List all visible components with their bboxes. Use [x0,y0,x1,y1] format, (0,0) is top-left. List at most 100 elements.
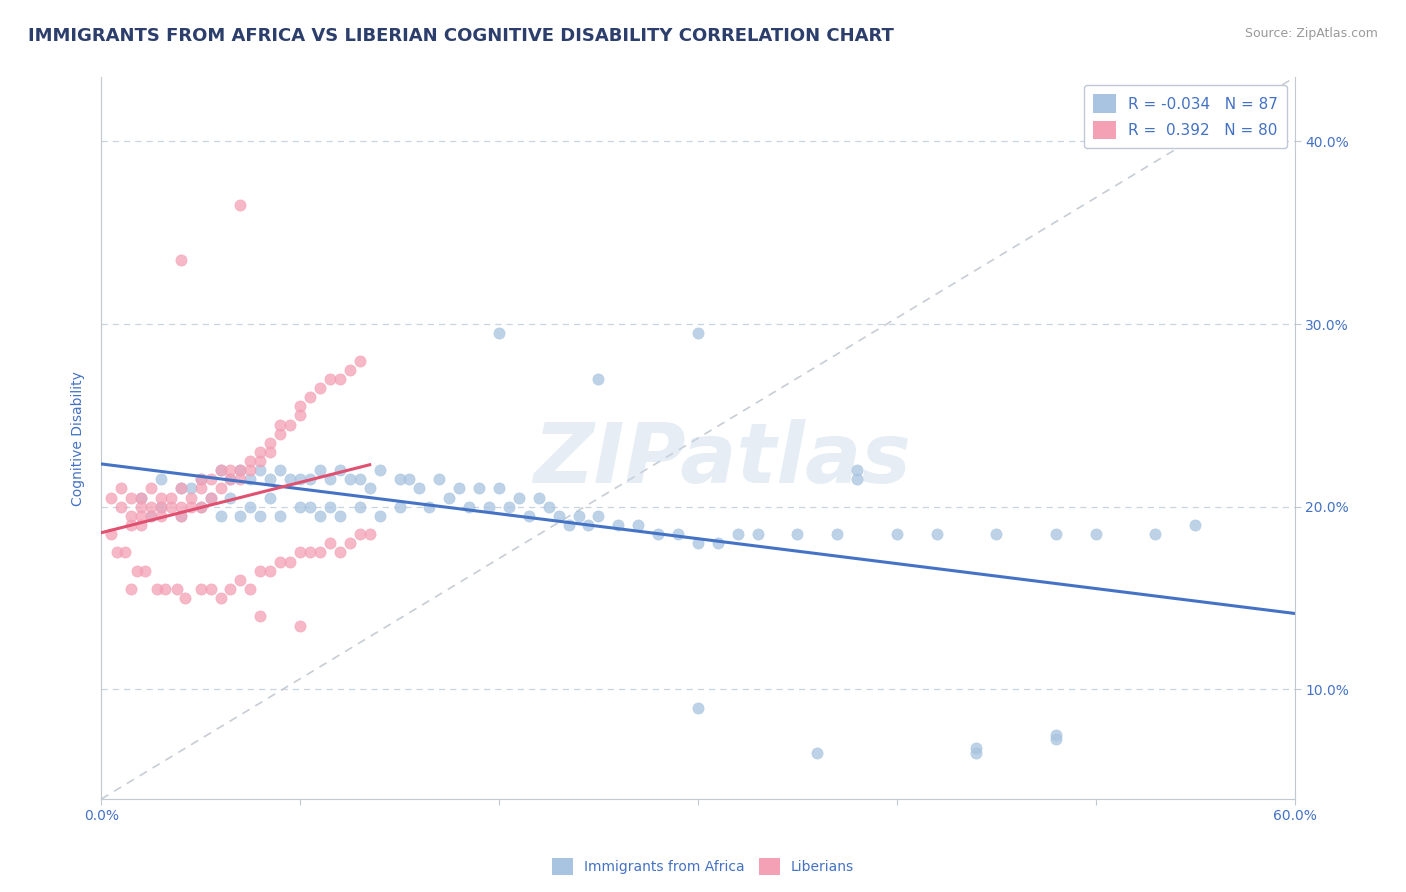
Point [209,463,232,477]
Text: IMMIGRANTS FROM AFRICA VS LIBERIAN COGNITIVE DISABILITY CORRELATION CHART: IMMIGRANTS FROM AFRICA VS LIBERIAN COGNI… [28,27,894,45]
Point [288,545,311,559]
Point [120,508,142,523]
Y-axis label: Cognitive Disability: Cognitive Disability [72,371,86,506]
Point [139,482,162,496]
Point [180,482,202,496]
Point [1144,527,1167,541]
Point [190,500,212,514]
Point [209,482,232,496]
Point [488,326,510,341]
Point [588,508,610,523]
Point [105,545,128,559]
Point [180,491,202,505]
Point [249,609,271,624]
Point [139,500,162,514]
Point [269,508,291,523]
Point [288,409,311,423]
Point [170,482,193,496]
Point [388,500,411,514]
Point [269,417,291,432]
Point [219,463,242,477]
Point [537,500,560,514]
Point [239,582,262,596]
Point [149,500,172,514]
Point [170,500,193,514]
Point [110,500,132,514]
Point [349,500,371,514]
Point [149,508,172,523]
Point [129,518,152,533]
Point [139,508,162,523]
Point [846,463,869,477]
Point [1084,527,1107,541]
Point [129,491,152,505]
Point [190,472,212,486]
Point [134,564,156,578]
Point [278,472,301,486]
Point [129,500,152,514]
Point [588,372,610,386]
Legend: R = -0.034   N = 87, R =  0.392   N = 80: R = -0.034 N = 87, R = 0.392 N = 80 [1084,85,1286,148]
Point [269,555,291,569]
Point [200,491,222,505]
Point [557,518,579,533]
Point [149,472,172,486]
Point [488,482,510,496]
Point [229,472,252,486]
Point [299,545,322,559]
Point [1045,728,1067,742]
Point [388,472,411,486]
Point [259,564,281,578]
Point [578,518,600,533]
Point [173,591,195,606]
Point [427,472,450,486]
Point [627,518,650,533]
Point [309,545,332,559]
Point [319,372,342,386]
Point [239,500,262,514]
Point [249,463,271,477]
Point [349,472,371,486]
Point [309,381,332,395]
Point [180,500,202,514]
Point [170,508,193,523]
Point [925,527,948,541]
Point [239,472,262,486]
Point [170,482,193,496]
Point [229,573,252,587]
Point [249,564,271,578]
Point [508,491,530,505]
Point [219,582,242,596]
Point [259,435,281,450]
Point [170,253,193,268]
Point [190,500,212,514]
Point [100,491,122,505]
Point [686,536,709,550]
Point [229,463,252,477]
Point [706,536,728,550]
Point [239,454,262,468]
Point [259,491,281,505]
Point [398,472,420,486]
Point [288,618,311,632]
Point [319,472,342,486]
Point [349,527,371,541]
Point [786,527,808,541]
Point [567,508,589,523]
Point [239,463,262,477]
Point [249,508,271,523]
Point [200,472,222,486]
Point [408,482,430,496]
Point [825,527,848,541]
Point [288,472,311,486]
Point [125,564,148,578]
Point [149,491,172,505]
Point [190,582,212,596]
Point [149,500,172,514]
Point [647,527,669,541]
Point [229,198,252,212]
Point [339,363,361,377]
Point [229,463,252,477]
Point [886,527,908,541]
Point [120,518,142,533]
